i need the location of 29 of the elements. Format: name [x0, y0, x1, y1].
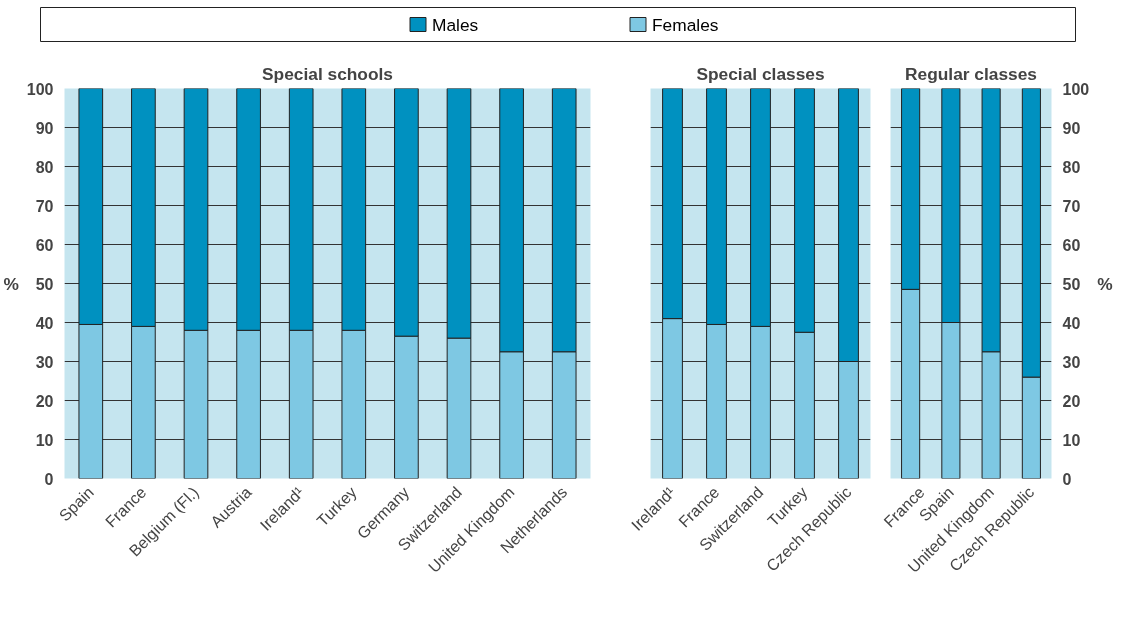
y-tick-label: 30: [35, 353, 54, 371]
y2-tick-label: 70: [1062, 197, 1081, 215]
y2-tick-label: 0: [1062, 470, 1072, 488]
y-tick-label: 90: [35, 119, 54, 137]
y-tick-label: 40: [35, 314, 54, 332]
y2-tick-label: 90: [1062, 119, 1081, 137]
y-tick-label: 70: [35, 197, 54, 215]
y-tick-label: 20: [35, 392, 54, 410]
y-axis-title: %: [3, 273, 19, 294]
y2-tick-label: 30: [1062, 353, 1081, 371]
y-tick-label: 100: [26, 80, 54, 98]
y2-tick-label: 100: [1062, 80, 1090, 98]
y-tick-label: 10: [35, 431, 54, 449]
y-tick-label: 60: [35, 236, 54, 254]
chart-title: Regular classes: [905, 63, 1037, 84]
legend-label: Females: [652, 14, 719, 35]
y2-tick-label: 50: [1062, 275, 1081, 293]
y-tick-label: 80: [35, 158, 54, 176]
y2-tick-label: 10: [1062, 431, 1081, 449]
y-tick-label: 50: [35, 275, 54, 293]
y2-tick-label: 80: [1062, 158, 1081, 176]
legend-label: Males: [432, 14, 479, 35]
y2-tick-label: 40: [1062, 314, 1081, 332]
y-tick-label: 0: [44, 470, 54, 488]
chart-title: Special classes: [696, 63, 825, 84]
y2-tick-label: 60: [1062, 236, 1081, 254]
y2-axis-title: %: [1097, 273, 1113, 294]
chart-title: Special schools: [262, 63, 393, 84]
y2-tick-label: 20: [1062, 392, 1081, 410]
